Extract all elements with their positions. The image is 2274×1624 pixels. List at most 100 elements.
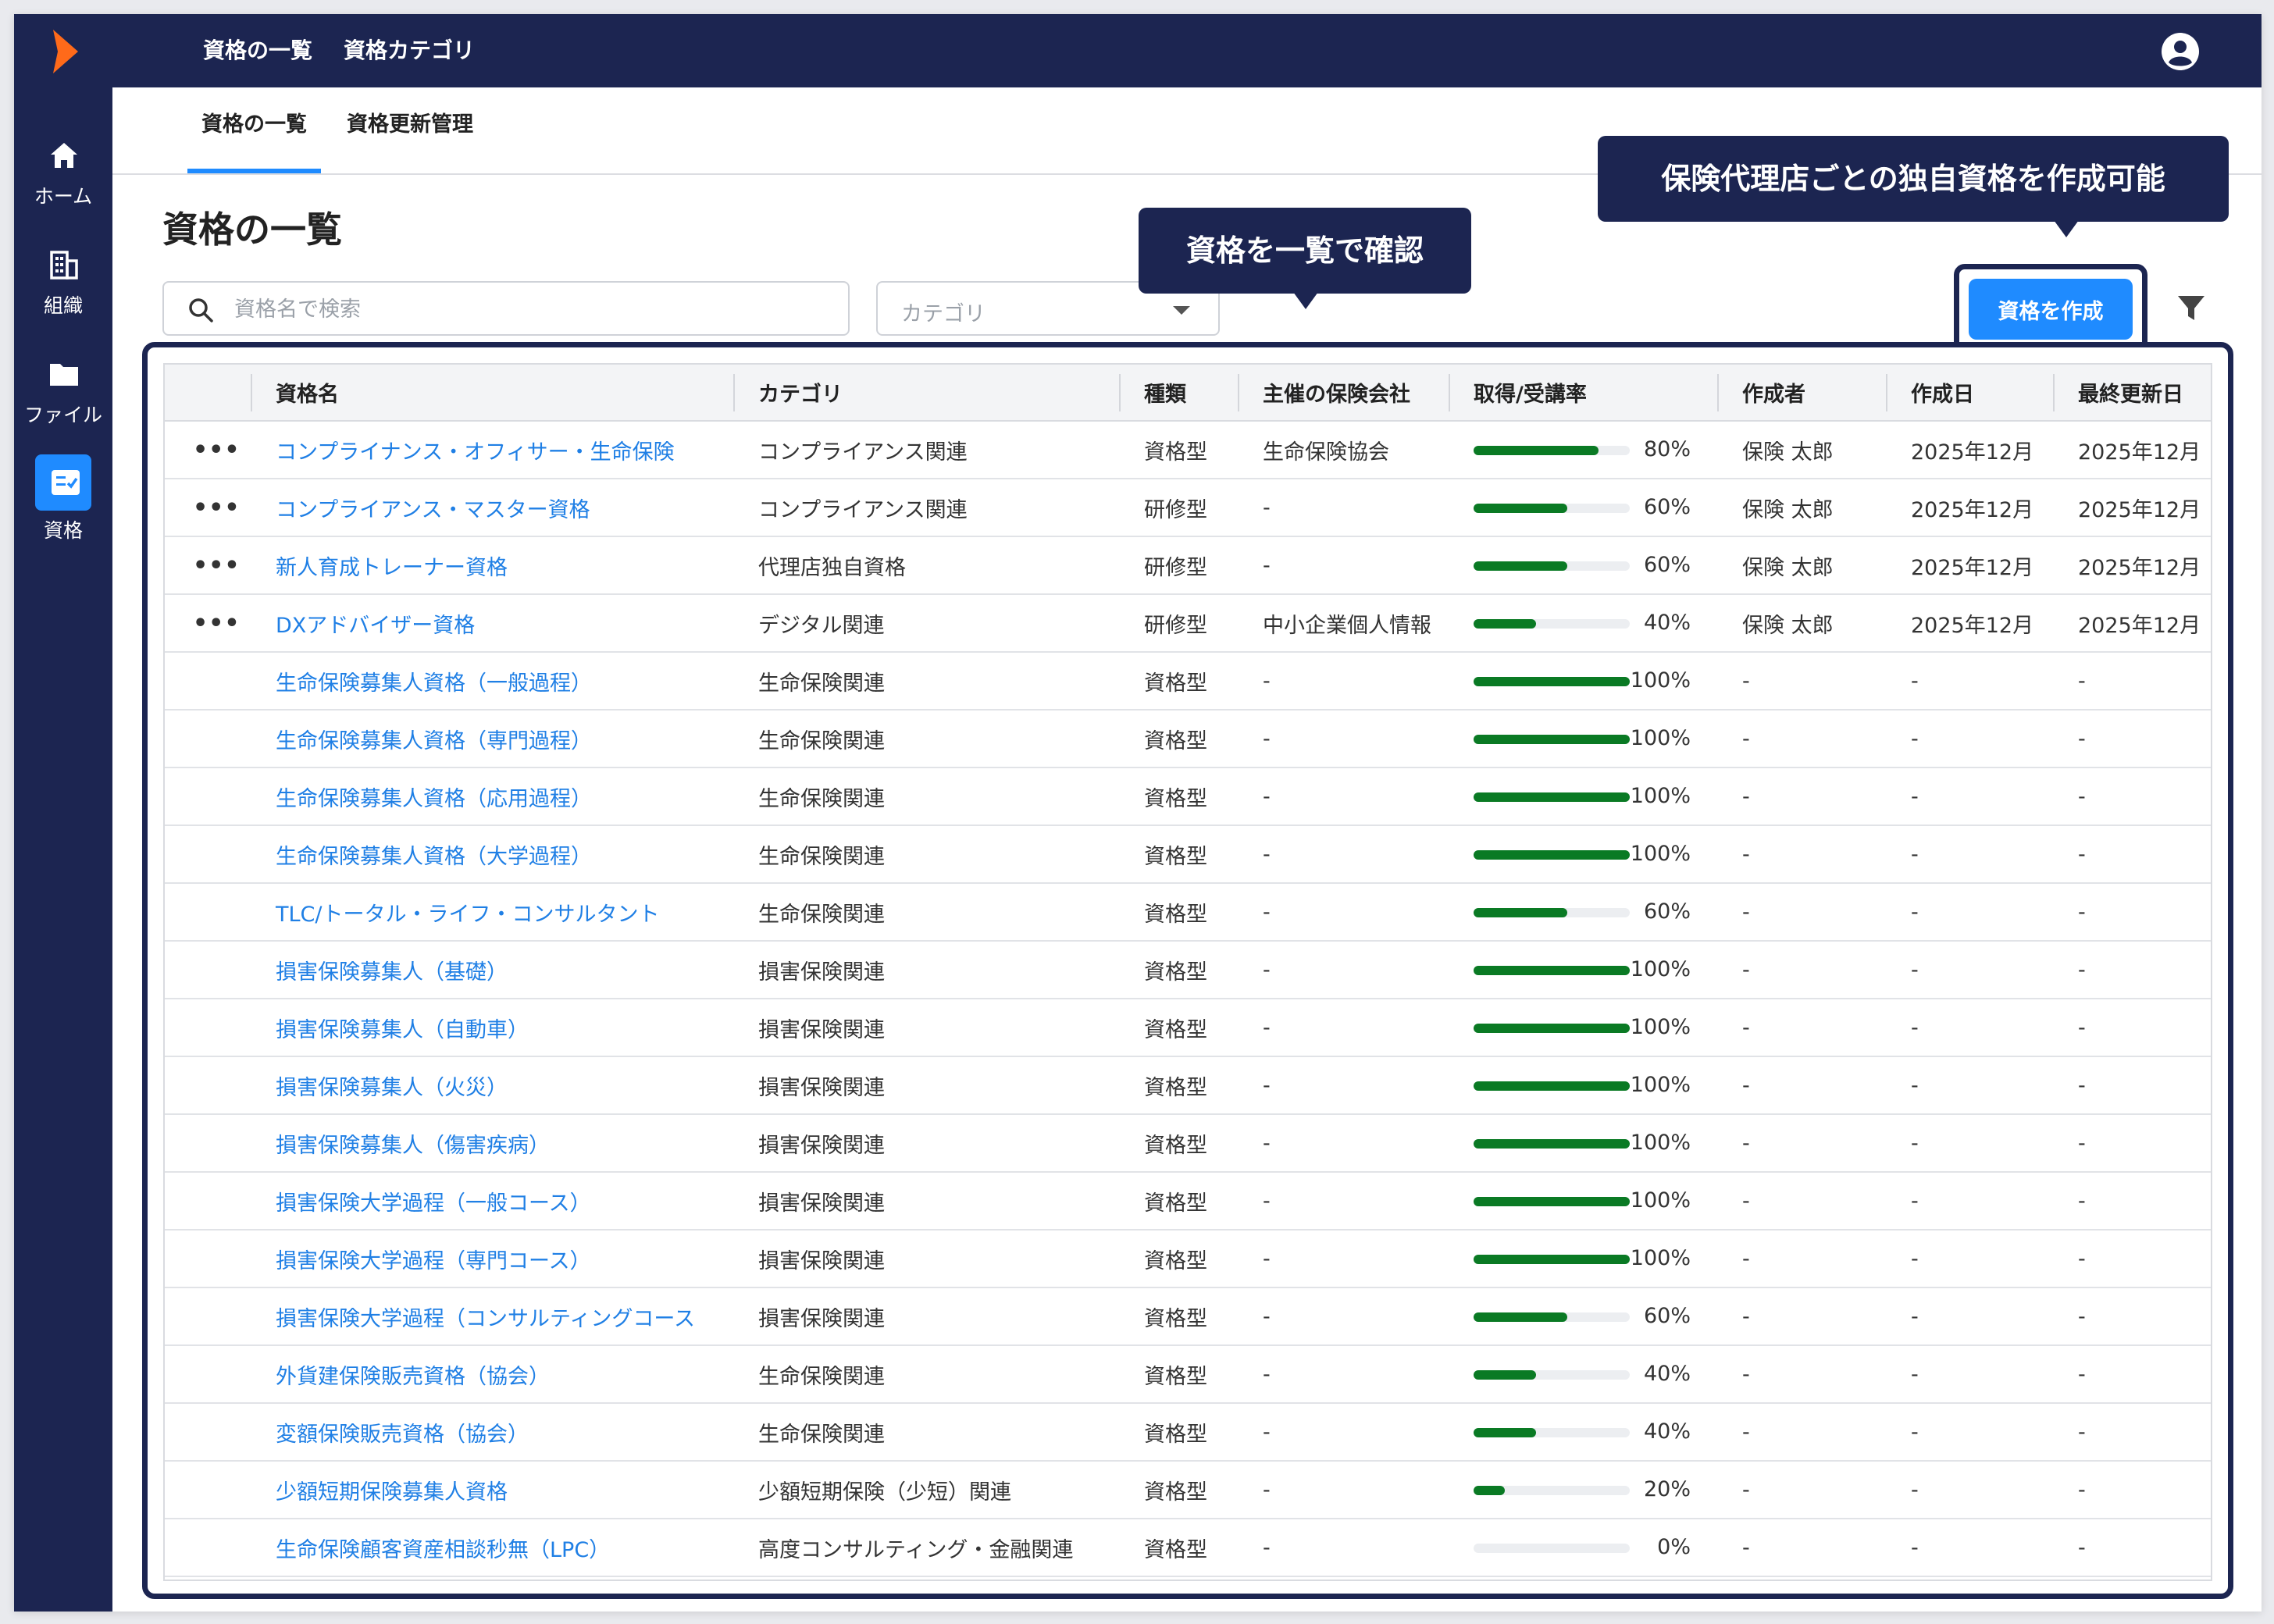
- rate-percent: 60%: [1643, 899, 1691, 924]
- progress-bar: [1474, 1024, 1630, 1033]
- table-row[interactable]: 少額短期保険募集人資格 少額短期保険（少短）関連 資格型 -20% - - -: [165, 1461, 2211, 1519]
- qualification-name-link[interactable]: TLC/トータル・ライフ・コンサルタント: [251, 883, 733, 942]
- qualification-name-link[interactable]: 生命保険募集人資格（専門過程）: [251, 710, 733, 768]
- col-header-rate[interactable]: 取得/受講率: [1449, 365, 1717, 422]
- qualification-name-link[interactable]: 生命保険募集人資格（応用過程）: [251, 767, 733, 826]
- qualification-name-link[interactable]: 損害保険募集人（基礎）: [251, 941, 733, 999]
- col-header-created[interactable]: 作成日: [1886, 365, 2053, 422]
- qualification-name-link[interactable]: 少額短期保険募集人資格: [251, 1461, 733, 1519]
- progress-bar: [1474, 850, 1630, 860]
- table-row[interactable]: TLC/トータル・ライフ・コンサルタント 生命保険関連 資格型 -60% - - -: [165, 883, 2211, 942]
- user-account-icon[interactable]: [2160, 31, 2201, 72]
- sidebar-item-organization[interactable]: 組織: [14, 240, 112, 342]
- qualification-name-link[interactable]: 外貨建保険販売資格（協会）: [251, 1345, 733, 1404]
- cell-creator: -: [1717, 1345, 1886, 1404]
- cell-updated: -: [2053, 767, 2211, 826]
- search-field[interactable]: [162, 281, 850, 336]
- cell-rate: 100%: [1449, 710, 1717, 768]
- qualification-icon: [52, 470, 80, 495]
- cell-org: -: [1238, 999, 1449, 1057]
- cell-creator: -: [1717, 767, 1886, 826]
- row-menu-icon: [165, 1403, 251, 1462]
- home-icon: [51, 143, 77, 168]
- cell-created: -: [1886, 1230, 2053, 1288]
- table-row[interactable]: 生命保険募集人資格（専門過程） 生命保険関連 資格型 -100% - - -: [165, 710, 2211, 768]
- cell-type: 資格型: [1119, 1519, 1238, 1577]
- qualification-name-link[interactable]: 生命保険顧客資産相談秒無（LPC）: [251, 1519, 733, 1577]
- col-header-type[interactable]: 種類: [1119, 365, 1238, 422]
- qualification-name-link[interactable]: 変額保険販売資格（協会）: [251, 1403, 733, 1462]
- table-row[interactable]: 損害保険募集人（自動車） 損害保険関連 資格型 -100% - - -: [165, 999, 2211, 1057]
- sidebar-item-qualifications[interactable]: 資格: [14, 454, 112, 556]
- table-row[interactable]: ••• コンプライアンス・マスター資格 コンプライアンス関連 研修型 - 60% 保険 太郎…: [165, 479, 2211, 537]
- table-row[interactable]: ••• 新人育成トレーナー資格 代理店独自資格 研修型 -60% 保険 太郎 2025年12…: [165, 536, 2211, 595]
- filter-icon[interactable]: [2176, 292, 2207, 323]
- sidebar-item-home[interactable]: ホーム: [14, 131, 112, 233]
- qualification-name-link[interactable]: 生命保険募集人資格（大学過程）: [251, 825, 733, 884]
- callout-list-view: 資格を一覧で確認: [1139, 208, 1471, 309]
- table-row[interactable]: 変額保険販売資格（協会） 生命保険関連 資格型 -40% - - -: [165, 1403, 2211, 1462]
- folder-icon: [50, 364, 78, 386]
- cell-updated: 2025年12月: [2053, 536, 2211, 595]
- table-row[interactable]: 損害保険大学過程（一般コース） 損害保険関連 資格型 -100% - - -: [165, 1172, 2211, 1230]
- brand-logo-icon[interactable]: [50, 27, 81, 77]
- table-row[interactable]: 損害保険大学過程（専門コース） 損害保険関連 資格型 -100% - - -: [165, 1230, 2211, 1288]
- row-menu-icon[interactable]: •••: [165, 594, 251, 653]
- cell-type: 資格型: [1119, 1172, 1238, 1230]
- qualification-name-link[interactable]: 損害保険募集人（火災）: [251, 1056, 733, 1115]
- tab-qualification-list[interactable]: 資格の一覧: [187, 87, 321, 173]
- col-header-updated[interactable]: 最終更新日: [2053, 365, 2211, 422]
- cell-creator: -: [1717, 1172, 1886, 1230]
- create-qualification-button[interactable]: 資格を作成: [1969, 279, 2133, 340]
- progress-bar: [1474, 446, 1630, 455]
- qualification-name-link[interactable]: コンプライナンス・オフィサー・生命保険: [251, 421, 733, 479]
- cell-created: 2025年12月: [1886, 536, 2053, 595]
- qualification-name-link[interactable]: コンプライアンス・マスター資格: [251, 479, 733, 537]
- cell-type: 研修型: [1119, 594, 1238, 653]
- row-menu-icon[interactable]: •••: [165, 536, 251, 595]
- table-row[interactable]: 生命保険募集人資格（応用過程） 生命保険関連 資格型 -100% - - -: [165, 767, 2211, 826]
- qualification-name-link[interactable]: 損害保険募集人（自動車）: [251, 999, 733, 1057]
- col-header-category[interactable]: カテゴリ: [733, 365, 1119, 422]
- table-row[interactable]: 損害保険募集人（傷害疾病） 損害保険関連 資格型 -100% - - -: [165, 1114, 2211, 1173]
- topnav-item-qualification-category[interactable]: 資格カテゴリ: [344, 37, 476, 63]
- cell-type: 資格型: [1119, 1403, 1238, 1462]
- table-row[interactable]: ••• DXアドバイザー資格 デジタル関連 研修型 中小企業個人情報 40% 保険 太郎 20…: [165, 594, 2211, 653]
- qualification-name-link[interactable]: 新人育成トレーナー資格: [251, 536, 733, 595]
- sidebar-item-files[interactable]: ファイル: [14, 350, 112, 451]
- topnav-item-qualification-list[interactable]: 資格の一覧: [203, 37, 313, 63]
- qualification-name-link[interactable]: 損害保険大学過程（コンサルティングコース: [251, 1287, 733, 1346]
- search-input[interactable]: [234, 290, 828, 328]
- row-menu-icon[interactable]: •••: [165, 421, 251, 479]
- cell-creator: 保険 太郎: [1717, 479, 1886, 537]
- cell-category: 生命保険関連: [733, 652, 1119, 710]
- table-row[interactable]: 生命保険募集人資格（大学過程） 生命保険関連 資格型 -100% - - -: [165, 825, 2211, 884]
- tab-qualification-renewal[interactable]: 資格更新管理: [347, 112, 473, 137]
- qualification-name-link[interactable]: 生命保険募集人資格（一般過程）: [251, 652, 733, 710]
- table-row[interactable]: ••• コンプライナンス・オフィサー・生命保険 コンプライアンス関連 資格型 生命保険協…: [165, 421, 2211, 479]
- col-header-name[interactable]: 資格名: [251, 365, 733, 422]
- table-row[interactable]: 生命保険顧客資産相談秒無（LPC） 高度コンサルティング・金融関連 資格型 -0% - -…: [165, 1519, 2211, 1577]
- row-menu-icon: [165, 1056, 251, 1115]
- progress-bar: [1474, 504, 1630, 513]
- cell-category: 生命保険関連: [733, 767, 1119, 826]
- table-row[interactable]: 損害保険大学過程（コンサルティングコース 損害保険関連 資格型 -60% - - -: [165, 1287, 2211, 1346]
- cell-category: 損害保険関連: [733, 1287, 1119, 1346]
- qualification-name-link[interactable]: 損害保険大学過程（一般コース）: [251, 1172, 733, 1230]
- qualification-name-link[interactable]: 損害保険募集人（傷害疾病）: [251, 1114, 733, 1173]
- row-menu-icon[interactable]: •••: [165, 479, 251, 537]
- table-row[interactable]: 外貨建保険販売資格（協会） 生命保険関連 資格型 -40% - - -: [165, 1345, 2211, 1404]
- progress-bar-fill: [1474, 561, 1567, 571]
- table-row[interactable]: 損害保険募集人（火災） 損害保険関連 資格型 -100% - - -: [165, 1056, 2211, 1115]
- qualification-name-link[interactable]: 損害保険大学過程（専門コース）: [251, 1230, 733, 1288]
- row-menu-icon: [165, 883, 251, 942]
- sidebar-item-label: ホーム: [34, 185, 93, 208]
- col-header-creator[interactable]: 作成者: [1717, 365, 1886, 422]
- col-header-organizer[interactable]: 主催の保険会社: [1238, 365, 1449, 422]
- qualification-name-link[interactable]: DXアドバイザー資格: [251, 594, 733, 653]
- cell-rate: 60%: [1449, 1287, 1717, 1346]
- table-row[interactable]: 損害保険募集人（基礎） 損害保険関連 資格型 -100% - - -: [165, 941, 2211, 999]
- table-row[interactable]: 生命保険募集人資格（一般過程） 生命保険関連 資格型 -100% - - -: [165, 652, 2211, 710]
- cell-creator: -: [1717, 825, 1886, 884]
- category-select-placeholder: カテゴリ: [901, 302, 986, 326]
